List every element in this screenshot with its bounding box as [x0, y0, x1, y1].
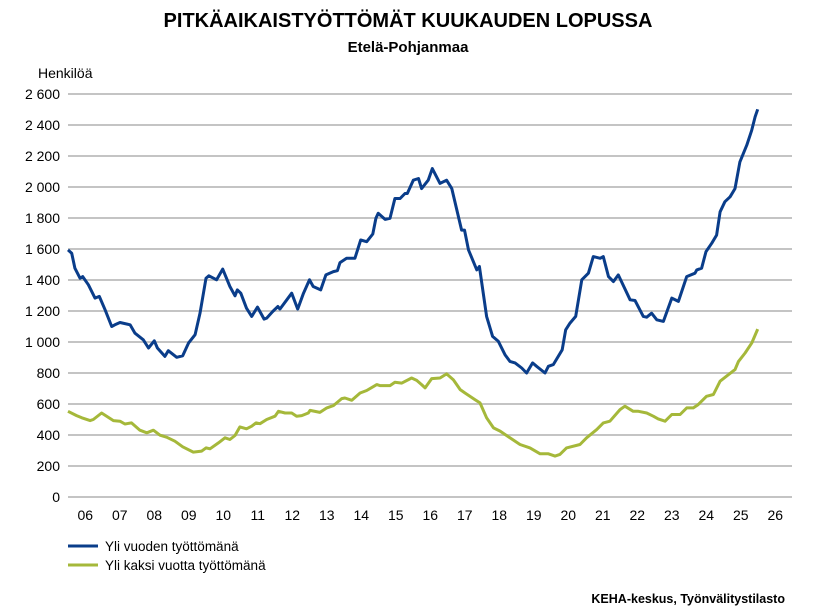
x-tick-label: 13 — [319, 507, 335, 523]
y-tick-label: 1 400 — [25, 272, 60, 288]
x-tick-label: 16 — [422, 507, 438, 523]
chart-subtitle: Etelä-Pohjanmaa — [348, 39, 470, 56]
x-tick-label: 22 — [629, 507, 645, 523]
x-tick-label: 07 — [112, 507, 128, 523]
series-line-very-long-term — [67, 328, 760, 458]
y-tick-label: 1 000 — [25, 334, 60, 350]
x-tick-label: 25 — [733, 507, 749, 523]
x-tick-label: 26 — [767, 507, 783, 523]
x-tick-label: 20 — [560, 507, 576, 523]
x-tick-label: 15 — [388, 507, 404, 523]
x-tick-label: 21 — [595, 507, 611, 523]
source-note: KEHA-keskus, Työnvälitystilasto — [591, 592, 785, 606]
x-tick-label: 09 — [181, 507, 197, 523]
x-tick-label: 11 — [250, 507, 265, 523]
y-axis-ticks: 0 200 400 600 800 1 000 1 200 1 400 1 600 1 800 2 … — [25, 86, 60, 505]
y-tick-label: 1 200 — [25, 303, 60, 319]
x-tick-label: 17 — [457, 507, 473, 523]
x-tick-label: 23 — [664, 507, 680, 523]
x-tick-label: 24 — [698, 507, 714, 523]
y-tick-label: 1 600 — [25, 241, 60, 257]
legend: Yli vuoden työttömänä Yli kaksi vuotta t… — [68, 539, 266, 573]
x-axis-ticks: 06 07 08 09 10 11 12 13 14 15 16 17 18 19 20 21 22 23 24 25… — [77, 507, 783, 523]
gridlines — [68, 93, 792, 498]
y-tick-label: 2 400 — [25, 117, 60, 133]
y-tick-label: 600 — [37, 396, 61, 412]
series-lines — [67, 108, 760, 458]
y-tick-label: 200 — [37, 458, 61, 474]
y-tick-label: 800 — [37, 365, 61, 381]
y-tick-label: 400 — [37, 427, 61, 443]
x-tick-label: 06 — [77, 507, 93, 523]
x-tick-label: 18 — [491, 507, 507, 523]
x-tick-label: 10 — [215, 507, 231, 523]
legend-label-very-long-term: Yli kaksi vuotta työttömänä — [105, 558, 266, 573]
y-tick-label: 2 600 — [25, 86, 60, 102]
x-tick-label: 14 — [353, 507, 369, 523]
y-tick-label: 1 800 — [25, 210, 60, 226]
y-tick-label: 2 200 — [25, 148, 60, 164]
series-line-long-term — [67, 108, 760, 375]
x-tick-label: 12 — [284, 507, 300, 523]
y-tick-label: 0 — [52, 489, 60, 505]
x-tick-label: 19 — [526, 507, 542, 523]
legend-label-long-term: Yli vuoden työttömänä — [105, 539, 239, 554]
x-tick-label: 08 — [146, 507, 162, 523]
y-tick-label: 2 000 — [25, 179, 60, 195]
chart-title: PITKÄAIKAISTYÖTTÖMÄT KUUKAUDEN LOPUSSA — [164, 9, 653, 32]
y-axis-label: Henkilöä — [38, 65, 93, 81]
